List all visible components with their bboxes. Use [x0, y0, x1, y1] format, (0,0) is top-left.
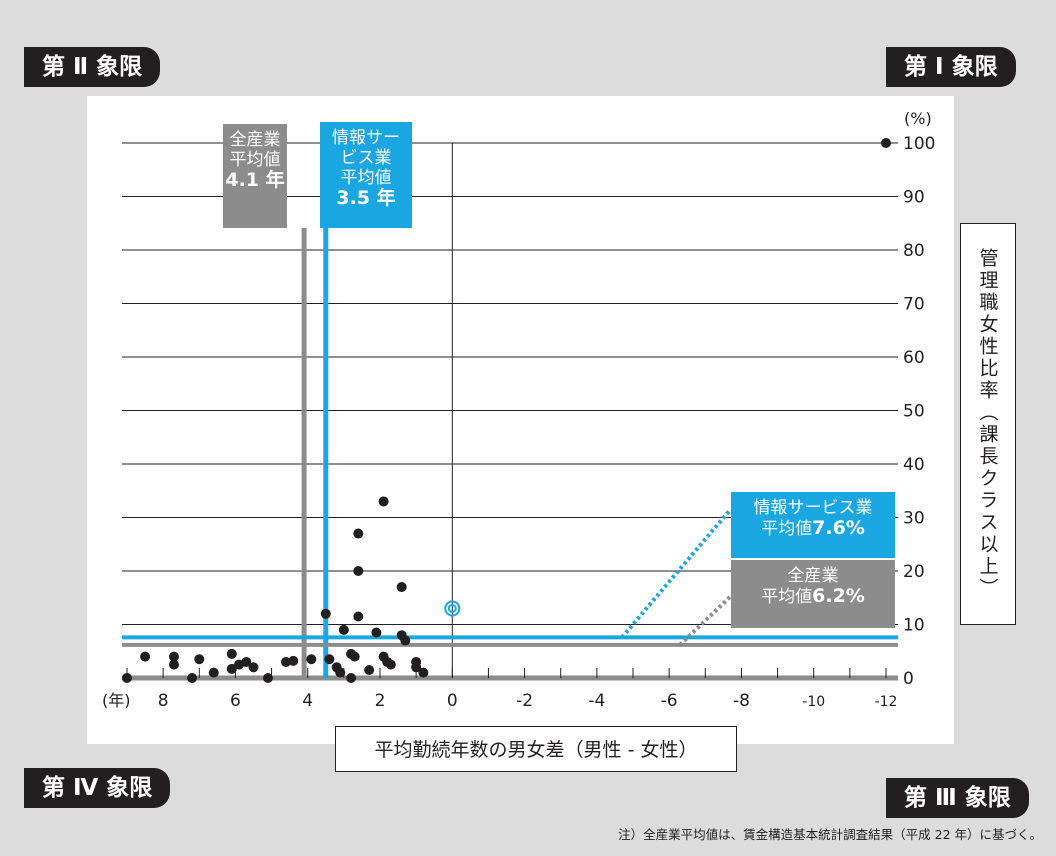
all-y-line1: 全産業: [787, 566, 839, 586]
info-x-line3: 平均値: [340, 168, 392, 188]
footnote: 注）全産業平均値は、賃金構造基本統計調査結果（平成 22 年）に基づく。: [618, 827, 1042, 842]
data-point-2: [168, 651, 179, 662]
all-x-line1: 全産業: [229, 130, 281, 150]
x-unit-label: (年): [102, 691, 131, 710]
data-point-17: [324, 654, 335, 665]
y-tick-label-80: 80: [903, 241, 925, 261]
x-tick-label--2: -2: [516, 691, 533, 711]
data-point-11: [248, 662, 259, 673]
data-point-23: [346, 673, 357, 683]
x-tick-label-0: 0: [447, 691, 458, 711]
x-tick-label--12: -12: [875, 694, 898, 710]
data-point-26: [353, 611, 364, 622]
data-point-3: [168, 659, 179, 670]
data-point-22: [349, 651, 360, 662]
data-point-33: [396, 582, 407, 593]
data-point-20: [338, 624, 349, 635]
highlight-point-outer: [444, 600, 461, 617]
y-axis-label-text: 管理職女性比率（課長クラス以上）: [976, 248, 999, 600]
x-tick-label--4: -4: [588, 691, 605, 711]
data-point-7: [226, 648, 237, 659]
x-tick-label--8: -8: [733, 691, 750, 711]
data-point-5: [194, 654, 205, 665]
y-tick-label-0: 0: [903, 669, 914, 689]
all-y-line2: 平均値: [761, 587, 813, 607]
x-axis-label-text: 平均勤続年数の男女差（男性 - 女性）: [374, 739, 698, 761]
all-industry-y-average-box: 全産業 平均値6.2%: [731, 560, 895, 628]
data-point-12: [262, 673, 273, 683]
y-tick-label-100: 100: [903, 134, 935, 154]
all-x-value: 4.1 年: [225, 169, 285, 191]
y-tick-label-50: 50: [903, 402, 925, 422]
info-y-line2: 平均値: [761, 519, 813, 539]
data-point-1: [140, 651, 151, 662]
data-point-24: [353, 528, 364, 539]
info-y-value: 7.6%: [812, 517, 865, 539]
y-unit-label: (%): [904, 109, 932, 128]
y-axis-label: 管理職女性比率（課長クラス以上）: [960, 223, 1016, 625]
x-tick-label-8: 8: [158, 691, 169, 711]
highlight-point-inner: [447, 603, 457, 613]
y-tick-label-40: 40: [903, 455, 925, 475]
info-y-line1: 情報サービス業: [753, 498, 873, 518]
data-point-29: [378, 496, 389, 507]
y-tick-label-10: 10: [903, 616, 925, 636]
y-tick-label-30: 30: [903, 509, 925, 529]
all-industry-x-average-box: 全産業 平均値 4.1 年: [223, 124, 287, 228]
x-tick-label--6: -6: [661, 691, 678, 711]
info-service-y-average-box: 情報サービス業 平均値7.6%: [731, 492, 895, 558]
quadrant-2-label: 第 Ⅱ 象限: [24, 47, 161, 87]
quadrant-3-label: 第 Ⅲ 象限: [886, 778, 1029, 818]
data-point-8: [226, 663, 237, 674]
info-service-x-average-box: 情報サー ビス業 平均値 3.5 年: [320, 122, 412, 228]
data-point-14: [288, 655, 299, 666]
data-point-39: [881, 138, 891, 148]
x-tick-label-6: 6: [230, 691, 241, 711]
x-tick-label-2: 2: [375, 691, 386, 711]
data-point-4: [187, 673, 198, 683]
data-point-35: [400, 635, 411, 646]
data-point-0: [122, 673, 132, 683]
data-point-27: [364, 664, 375, 675]
all-x-line2: 平均値: [229, 150, 281, 170]
data-point-32: [385, 659, 396, 670]
y-tick-label-20: 20: [903, 562, 925, 582]
info-x-value: 3.5 年: [336, 187, 396, 209]
data-point-19: [335, 667, 346, 678]
info-service-y-leader: [620, 508, 732, 639]
x-tick-label-4: 4: [302, 691, 313, 711]
all-y-value: 6.2%: [812, 585, 865, 607]
data-point-38: [418, 667, 429, 678]
data-point-16: [320, 608, 331, 619]
info-x-line1: 情報サー: [332, 128, 400, 148]
data-point-6: [208, 667, 219, 678]
y-tick-label-70: 70: [903, 295, 925, 315]
data-point-25: [353, 566, 364, 576]
info-x-line2: ビス業: [340, 148, 392, 168]
data-point-10: [241, 656, 252, 667]
y-tick-label-60: 60: [903, 348, 925, 368]
data-point-15: [306, 654, 317, 665]
data-point-37: [411, 662, 422, 673]
y-tick-label-90: 90: [903, 188, 925, 208]
quadrant-1-label: 第 Ⅰ 象限: [886, 47, 1016, 87]
data-point-28: [371, 627, 382, 638]
quadrant-4-label: 第 Ⅳ 象限: [24, 768, 171, 808]
x-tick-label--10: -10: [802, 694, 825, 710]
x-axis-label: 平均勤続年数の男女差（男性 - 女性）: [335, 726, 737, 772]
